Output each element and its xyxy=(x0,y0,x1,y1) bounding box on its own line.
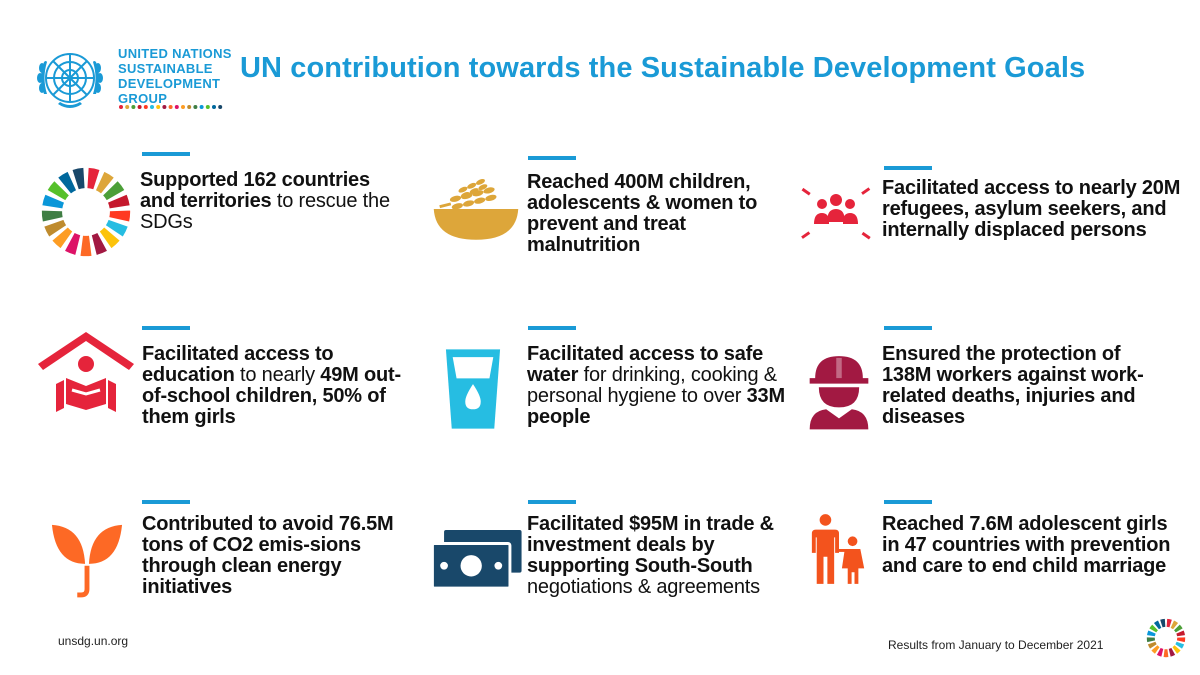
un-emblem-icon xyxy=(37,53,103,108)
card-accent-bar-2 xyxy=(528,156,576,160)
card-regular-4: to nearly xyxy=(234,364,321,386)
card-text-8: Facilitated $95M in trade & investment d… xyxy=(527,514,807,598)
card-bold-7: Contributed to avoid 76.5M tons of CO2 e… xyxy=(142,513,394,598)
card-bold-6: Ensured the protection of 138M workers a… xyxy=(882,343,1144,428)
page-title: UN contribution towards the Sustainable … xyxy=(240,52,1086,84)
card-text-6: Ensured the protection of 138M workers a… xyxy=(882,344,1172,428)
sdg-wheel-small-icon xyxy=(1146,618,1186,658)
water-glass-icon xyxy=(445,349,501,429)
card-bold-9: Reached 7.6M adolescent girls in 47 coun… xyxy=(882,513,1171,577)
card-accent-bar-3 xyxy=(884,166,932,170)
card-regular-8: negotiations & agreements xyxy=(527,576,760,598)
card-accent-bar-4 xyxy=(142,326,190,330)
card-text-9: Reached 7.6M adolescent girls in 47 coun… xyxy=(882,514,1172,577)
org-name: UNITED NATIONS SUSTAINABLE DEVELOPMENT G… xyxy=(118,46,232,106)
card-bold-3: Facilitated access to nearly 20M refugee… xyxy=(882,177,1181,241)
org-name-line-3: DEVELOPMENT xyxy=(118,76,221,91)
org-name-line-4: GROUP xyxy=(118,91,168,106)
card-bold-8: Facilitated $95M in trade & investment d… xyxy=(527,513,774,577)
refugees-group-icon xyxy=(801,187,871,240)
org-name-line-2: SUSTAINABLE xyxy=(118,61,213,76)
footer-results-note: Results from January to December 2021 xyxy=(888,638,1104,652)
worker-helmet-icon xyxy=(809,356,869,430)
card-bold-1: Supported 162 countries and territories xyxy=(140,169,370,212)
sdg-dots-decoration xyxy=(119,105,223,109)
card-bold-4a: Facilitated access to education xyxy=(142,343,334,386)
money-bills-icon xyxy=(430,529,522,590)
footer-url[interactable]: unsdg.un.org xyxy=(58,634,129,648)
card-text-2: Reached 400M children, adolescents & wom… xyxy=(527,172,797,256)
card-text-1: Supported 162 countries and territories … xyxy=(140,170,400,233)
adult-child-icon xyxy=(811,514,865,584)
card-accent-bar-8 xyxy=(528,500,576,504)
card-regular-1: to rescue the SDGs xyxy=(140,190,390,233)
card-regular-5: for drinking, cooking & personal hygiene… xyxy=(527,364,777,407)
card-bold-5b: 33M people xyxy=(527,385,785,428)
card-bold-4b: 49M out-of-school children, 50% of them … xyxy=(142,364,401,428)
card-accent-bar-9 xyxy=(884,500,932,504)
card-text-4: Facilitated access to education to nearl… xyxy=(142,344,412,428)
card-accent-bar-5 xyxy=(528,326,576,330)
card-bold-2: Reached 400M children, adolescents & wom… xyxy=(527,171,758,256)
card-accent-bar-1 xyxy=(142,152,190,156)
card-accent-bar-6 xyxy=(884,326,932,330)
card-text-3: Facilitated access to nearly 20M refugee… xyxy=(882,178,1182,241)
card-text-5: Facilitated access to safe water for dri… xyxy=(527,344,802,428)
sprout-icon xyxy=(51,524,123,598)
sdg-wheel-icon xyxy=(41,167,131,257)
card-accent-bar-7 xyxy=(142,500,190,504)
org-name-line-1: UNITED NATIONS xyxy=(118,46,232,61)
wheat-bowl-icon xyxy=(433,178,519,240)
house-reader-icon xyxy=(38,332,134,412)
card-bold-5a: Facilitated access to safe water xyxy=(527,343,764,386)
card-text-7: Contributed to avoid 76.5M tons of CO2 e… xyxy=(142,514,404,598)
